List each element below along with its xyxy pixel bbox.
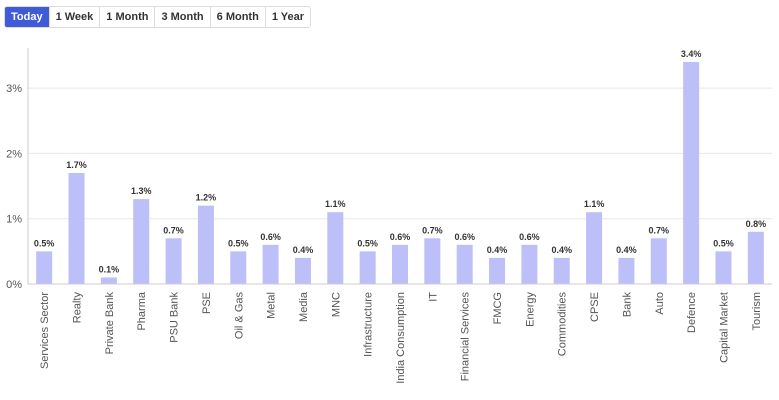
bar-value-label: 0.6% xyxy=(519,232,540,242)
bar xyxy=(68,172,85,284)
x-tick-label: Oil & Gas xyxy=(233,292,245,340)
bar xyxy=(715,251,732,284)
bar-value-label: 1.1% xyxy=(584,199,605,209)
x-tick-label: Pharma xyxy=(136,291,148,330)
bar-value-label: 0.4% xyxy=(616,245,637,255)
x-tick-label: CPSE xyxy=(589,292,601,322)
x-tick-label: MNC xyxy=(330,292,342,317)
y-axis: 0% 1% 2% 3% xyxy=(6,48,29,291)
bar xyxy=(262,244,279,284)
bar-value-label: 1.2% xyxy=(196,193,217,203)
bar-value-label: 0.1% xyxy=(99,264,120,274)
x-tick-label: Capital Market xyxy=(718,292,730,363)
x-tick-label: Commodities xyxy=(557,292,569,357)
bar-value-label: 0.7% xyxy=(422,225,443,235)
tab-1-year[interactable]: 1 Year xyxy=(265,7,311,27)
bar-value-label: 0.4% xyxy=(487,245,508,255)
x-tick-label: PSE xyxy=(201,292,213,314)
bar-value-label: 0.6% xyxy=(454,232,475,242)
bar xyxy=(359,251,376,284)
bar xyxy=(36,251,53,284)
y-tick-label: 2% xyxy=(6,148,22,160)
tab-6-month[interactable]: 6 Month xyxy=(210,7,266,27)
bar-value-label: 0.8% xyxy=(746,219,767,229)
bar-value-label: 0.5% xyxy=(357,238,378,248)
tab-1-month[interactable]: 1 Month xyxy=(100,7,156,27)
x-tick-label: Media xyxy=(298,291,310,322)
bars xyxy=(36,61,764,285)
y-tick-label: 0% xyxy=(6,279,22,291)
tab-3-month[interactable]: 3 Month xyxy=(155,7,211,27)
bar-value-label: 1.3% xyxy=(131,186,152,196)
x-tick-label: India Consumption xyxy=(395,292,407,384)
bar-value-label: 0.4% xyxy=(551,245,572,255)
x-tick-label: Energy xyxy=(524,292,536,327)
bar-value-label: 0.5% xyxy=(713,238,734,248)
x-tick-label: FMCG xyxy=(492,292,504,324)
tab-today[interactable]: Today xyxy=(5,7,50,27)
gridlines xyxy=(28,87,772,220)
x-tick-label: Auto xyxy=(654,292,666,315)
bar-value-label: 0.6% xyxy=(390,232,411,242)
bar xyxy=(489,257,506,284)
bar xyxy=(100,277,117,284)
x-tick-label: Defence xyxy=(686,292,698,333)
y-tick-label: 3% xyxy=(6,83,22,95)
x-tick-label: PSU Bank xyxy=(169,292,181,343)
bar xyxy=(392,244,408,284)
tab-1-week[interactable]: 1 Week xyxy=(49,7,101,27)
x-tick-label: Realty xyxy=(72,292,84,324)
x-tick-label: Metal xyxy=(266,292,278,319)
bar xyxy=(683,61,700,285)
bar xyxy=(618,257,635,284)
bar-value-label: 1.1% xyxy=(325,199,346,209)
x-tick-label: Private Bank xyxy=(104,292,116,355)
bar xyxy=(424,238,441,284)
x-tick-label: Tourism xyxy=(751,292,763,331)
x-axis: Services Sector Realty Private Bank Pharma P… xyxy=(28,283,772,384)
bar-value-label: 0.4% xyxy=(293,245,314,255)
bar-value-label: 0.6% xyxy=(260,232,281,242)
bar-value-label: 0.7% xyxy=(163,225,184,235)
bar xyxy=(133,199,150,284)
bar xyxy=(327,212,344,284)
x-tick-label: Infrastructure xyxy=(363,292,375,357)
bar-value-label: 0.7% xyxy=(649,225,670,235)
time-range-tabs: Today 1 Week 1 Month 3 Month 6 Month 1 Y… xyxy=(4,6,312,28)
bar xyxy=(230,251,247,284)
y-tick-label: 1% xyxy=(6,214,22,226)
bar xyxy=(456,244,473,284)
x-tick-label: Services Sector xyxy=(39,292,51,369)
x-tick-label: IT xyxy=(427,292,439,302)
bar xyxy=(197,205,214,284)
bar-value-label: 3.4% xyxy=(681,49,702,59)
bar xyxy=(165,238,182,284)
bar xyxy=(521,244,538,284)
x-tick-label: Financial Services xyxy=(460,292,472,382)
bar xyxy=(553,257,570,284)
bar-value-label: 0.5% xyxy=(34,238,55,248)
bar-value-label: 1.7% xyxy=(66,160,87,170)
bar xyxy=(586,212,603,284)
bar xyxy=(294,257,311,284)
bar-value-label: 0.5% xyxy=(228,238,249,248)
bar xyxy=(650,238,667,284)
x-tick-label: Bank xyxy=(621,292,633,318)
bar xyxy=(747,231,764,284)
data-labels: 0.5% 1.7% 0.1% 1.3% 0.7% 1.2% 0.5% 0.6% 0.4% 1.1%… xyxy=(34,49,766,274)
